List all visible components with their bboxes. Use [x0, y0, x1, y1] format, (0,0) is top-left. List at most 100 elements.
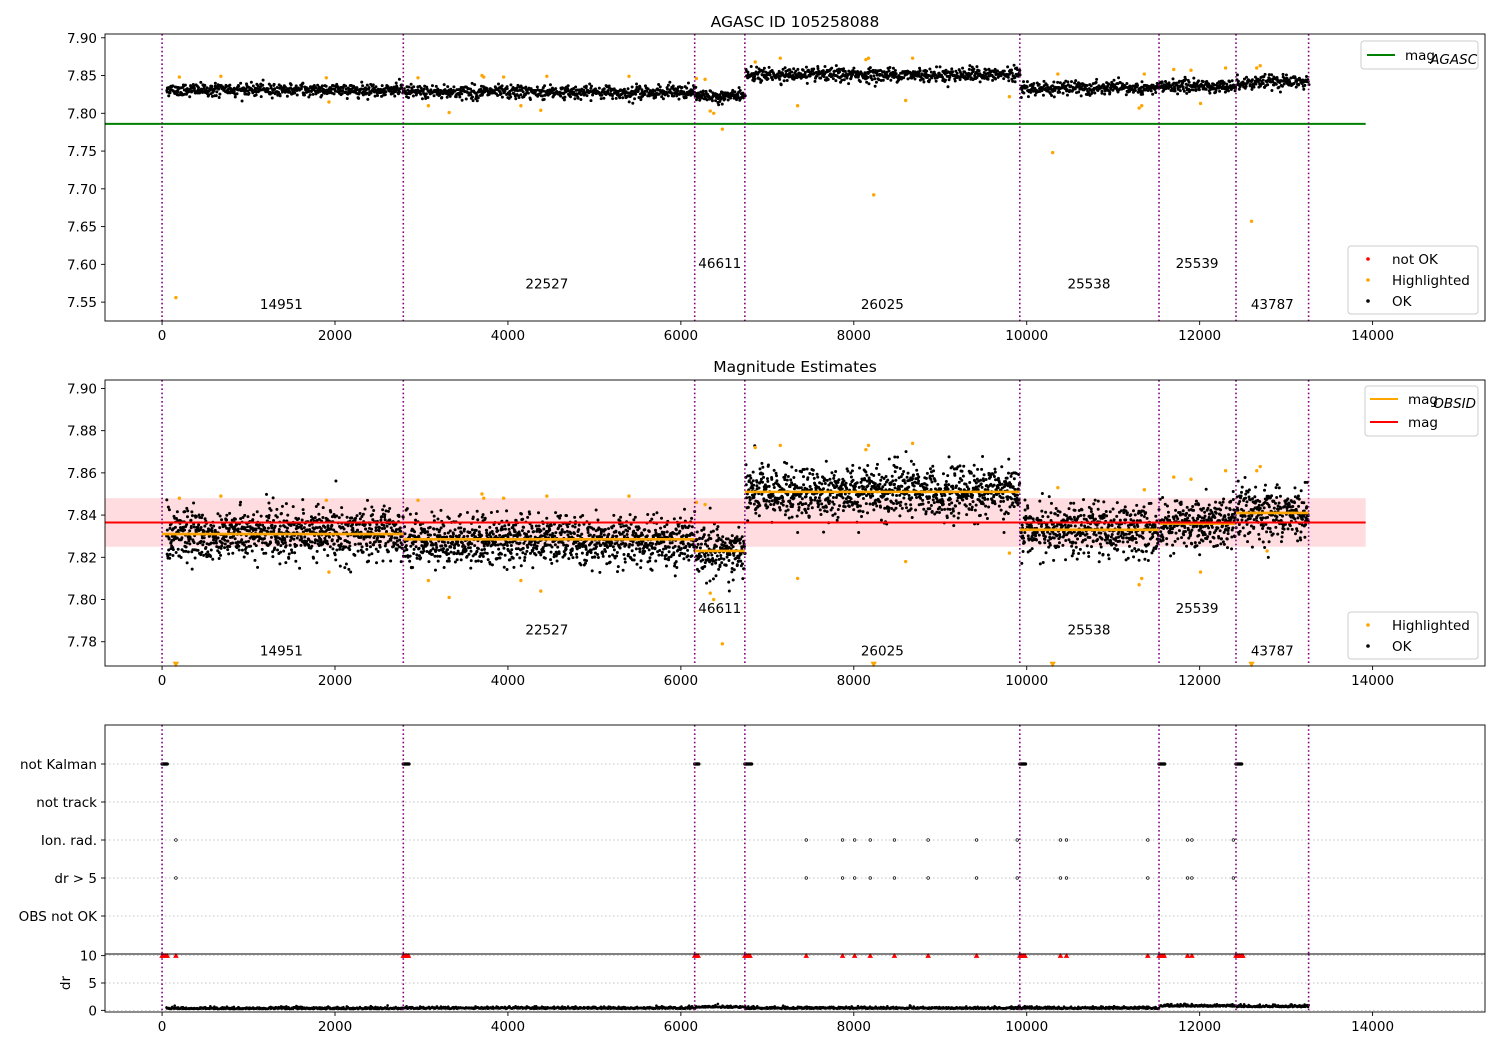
- ok-point: [320, 93, 324, 97]
- ok-point: [902, 76, 906, 80]
- ok-point: [427, 560, 431, 564]
- ok-point: [889, 78, 893, 82]
- ok-point: [460, 552, 464, 556]
- ok-point: [705, 581, 709, 585]
- ok-point: [335, 514, 339, 518]
- ok-point: [376, 549, 380, 553]
- ok-point: [404, 544, 408, 548]
- ok-point: [1108, 90, 1112, 94]
- ok-point: [525, 549, 529, 553]
- ok-point: [527, 530, 531, 534]
- ok-point: [766, 77, 770, 81]
- ok-point: [509, 543, 513, 547]
- ok-point: [370, 527, 374, 531]
- ok-point: [635, 82, 639, 86]
- ok-point: [1274, 82, 1278, 86]
- ok-point: [261, 83, 265, 87]
- ok-point: [401, 515, 405, 519]
- ok-point: [270, 526, 274, 530]
- ok-point: [197, 86, 201, 90]
- ok-point: [561, 86, 565, 90]
- ok-point: [1204, 87, 1208, 91]
- ok-point: [1250, 78, 1254, 82]
- ok-point: [211, 557, 215, 561]
- ok-points: [165, 63, 1311, 107]
- ok-point: [344, 562, 348, 566]
- obsid-label: 43787: [1251, 297, 1294, 313]
- ok-point: [479, 87, 483, 91]
- ok-point: [471, 95, 475, 99]
- ok-point: [562, 98, 566, 102]
- ok-point: [1010, 71, 1014, 75]
- ok-point: [723, 97, 727, 101]
- highlighted-point: [519, 104, 523, 108]
- x-tick-label: 2000: [318, 328, 352, 344]
- legend-label: not OK: [1392, 252, 1439, 268]
- ok-point: [868, 66, 872, 70]
- ok-point: [672, 531, 676, 535]
- ok-point: [530, 526, 534, 530]
- ok-point: [724, 563, 728, 567]
- ok-point: [397, 515, 401, 519]
- ok-point: [480, 548, 484, 552]
- ok-point: [733, 90, 737, 94]
- ok-point: [394, 528, 398, 532]
- ok-point: [921, 77, 925, 81]
- ok-point: [185, 515, 189, 519]
- ok-point: [280, 504, 284, 508]
- ok-point: [555, 559, 559, 563]
- ok-point: [238, 503, 242, 507]
- ok-point: [645, 89, 649, 93]
- ok-point: [638, 547, 642, 551]
- x-tick-label: 4000: [491, 328, 525, 344]
- ok-point: [301, 81, 305, 85]
- ok-point: [383, 93, 387, 97]
- ok-point: [495, 509, 499, 513]
- ok-point: [563, 95, 567, 99]
- ok-point: [1041, 93, 1045, 97]
- ok-point: [1278, 90, 1282, 94]
- ok-point: [409, 82, 413, 86]
- ok-point: [350, 516, 354, 520]
- ok-point: [505, 568, 509, 572]
- ok-point: [732, 553, 736, 557]
- ok-point: [196, 548, 200, 552]
- ok-point: [489, 511, 493, 515]
- ok-point: [1254, 82, 1258, 86]
- ok-point: [297, 517, 301, 521]
- ok-point: [1026, 95, 1030, 99]
- ok-point: [603, 527, 607, 531]
- ok-point: [442, 524, 446, 528]
- ok-point: [622, 524, 626, 528]
- ok-point: [497, 547, 501, 551]
- ok-point: [858, 80, 862, 84]
- ok-point: [460, 92, 464, 96]
- ok-point: [324, 84, 328, 88]
- ok-point: [473, 544, 477, 548]
- ok-point: [243, 513, 247, 517]
- ok-point: [737, 86, 741, 90]
- ok-point: [1270, 73, 1274, 77]
- ok-point: [1061, 91, 1065, 95]
- ok-point: [218, 92, 222, 96]
- ok-point: [967, 67, 971, 71]
- ok-point: [658, 85, 662, 89]
- ok-point: [201, 90, 205, 94]
- ok-point: [1245, 75, 1249, 79]
- ok-point: [749, 65, 753, 69]
- ok-point: [646, 512, 650, 516]
- ok-point: [610, 94, 614, 98]
- ok-point: [723, 541, 727, 545]
- ok-point: [509, 83, 513, 87]
- ok-point: [336, 538, 340, 542]
- ok-point: [569, 553, 573, 557]
- ok-point: [1025, 80, 1029, 84]
- ok-point: [674, 528, 678, 532]
- ok-point: [483, 516, 487, 520]
- ok-point: [576, 96, 580, 100]
- highlighted-point: [778, 56, 783, 60]
- ok-point: [539, 553, 543, 557]
- ok-point: [503, 527, 507, 531]
- ok-point: [436, 517, 440, 521]
- ok-point: [638, 550, 642, 554]
